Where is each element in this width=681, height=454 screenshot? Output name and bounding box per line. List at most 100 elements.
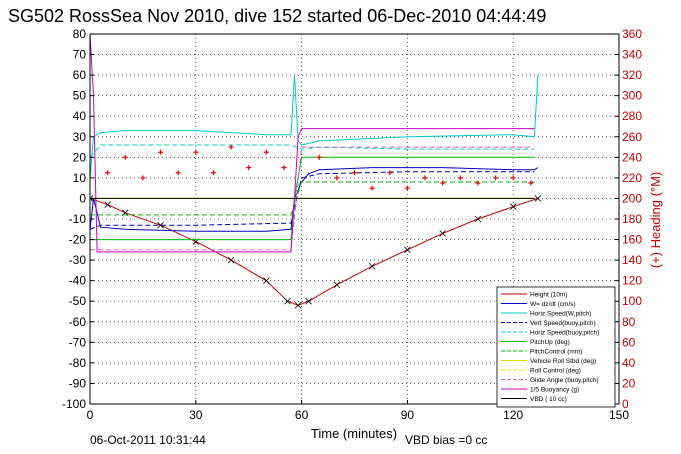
series-12-marker — [440, 180, 446, 186]
y-axis-left: 80 70 60 50 40 30 20 10 0 -10 -20 -30 -40 -50 -60 -70 -8… — [62, 27, 94, 411]
series-4-line — [90, 144, 535, 158]
series-12-marker — [175, 170, 181, 176]
footer-vbd-bias: VBD bias =0 cc — [405, 433, 487, 447]
series-12-marker — [510, 175, 516, 181]
series-0-marker — [227, 256, 235, 264]
y2-tick-label: 240 — [622, 150, 642, 164]
y-tick-label: -80 — [69, 356, 87, 370]
legend-entry: W= dz/dt (cm/s) — [530, 301, 576, 308]
x-tick-label: 90 — [401, 408, 415, 422]
series-12-marker — [475, 180, 481, 186]
y-tick-label: 50 — [73, 89, 87, 103]
series-12-marker — [246, 165, 252, 171]
y2-tick-label: 320 — [622, 68, 642, 82]
y2-tick-label: 200 — [622, 191, 642, 205]
series-0-marker — [368, 262, 376, 270]
series-0-marker — [439, 230, 446, 237]
x-axis-label: Time (minutes) — [311, 426, 397, 441]
legend-entry: Vehicle Roll Stbd (deg) — [530, 358, 596, 365]
legend-entry: Roll Control (deg) — [530, 367, 581, 374]
y2-tick-label: 20 — [622, 376, 636, 390]
y2-axis-label: (+) Heading (°M) — [648, 172, 663, 269]
series-12-marker — [457, 175, 463, 181]
y2-tick-label: 220 — [622, 171, 642, 185]
y-tick-label: 20 — [73, 150, 87, 164]
y-tick-label: -10 — [69, 212, 87, 226]
x-axis: 0 30 60 90 120 150 — [87, 400, 629, 422]
y2-tick-label: 120 — [622, 274, 642, 288]
y2-tick-label: 40 — [622, 356, 636, 370]
series-12-marker — [281, 165, 287, 171]
chart-title: SG502 RossSea Nov 2010, dive 152 started… — [8, 6, 546, 26]
series-0-marker — [404, 246, 411, 254]
series-12-marker — [228, 144, 234, 150]
y-tick-label: -50 — [69, 294, 87, 308]
series-2-line — [90, 75, 539, 178]
series-12-marker — [158, 149, 164, 155]
y-tick-label: 0 — [79, 191, 86, 205]
series-12-marker — [369, 185, 375, 191]
legend-entry: VBD ( 10 cc) — [530, 396, 567, 403]
series-0-marker — [157, 221, 164, 229]
series-12-marker — [493, 175, 499, 181]
series-12-marker — [404, 185, 410, 191]
legend: Height (10m) W= dz/dt (cm/s) Horiz Speed(W… — [496, 286, 616, 408]
series-0-marker — [263, 277, 270, 284]
y2-tick-label: 300 — [622, 89, 642, 103]
series-12-marker — [528, 180, 534, 186]
legend-box — [496, 286, 616, 408]
y2-tick-label: 160 — [622, 233, 642, 247]
series-12-marker — [263, 149, 269, 155]
y2-tick-label: 340 — [622, 48, 642, 62]
x-tick-label: 60 — [295, 408, 309, 422]
series-0-marker — [474, 215, 482, 223]
y2-tick-label: 260 — [622, 130, 642, 144]
y-tick-label: -30 — [69, 253, 87, 267]
y-tick-label: 10 — [73, 171, 87, 185]
y2-tick-label: 0 — [622, 397, 629, 411]
series-1-line — [90, 167, 539, 232]
legend-entry: Height (10m) — [530, 291, 568, 298]
y-tick-label: 70 — [73, 48, 87, 62]
series-12-marker — [193, 149, 199, 155]
series-12-marker — [316, 154, 322, 160]
series-0-marker — [333, 281, 341, 289]
y-tick-label: -60 — [69, 315, 87, 329]
series-12-marker — [140, 175, 146, 181]
legend-entry: Horiz Speed(buoy,pitch) — [530, 329, 599, 336]
y-tick-label: -100 — [62, 397, 86, 411]
series-0-marker — [284, 297, 291, 305]
series-0-marker — [104, 201, 111, 208]
y-tick-label: 30 — [73, 130, 87, 144]
series-12-marker — [210, 170, 216, 176]
y-tick-label: -90 — [69, 376, 87, 390]
series-0-marker — [90, 195, 94, 202]
legend-entry: 1/5 Buoyancy (g) — [530, 386, 579, 393]
legend-entry: Glide Angle (buoy,pitch) — [530, 377, 599, 384]
x-tick-label: 150 — [609, 408, 629, 422]
series-layer — [90, 34, 542, 309]
y2-tick-label: 140 — [622, 253, 642, 267]
y-tick-label: 60 — [73, 68, 87, 82]
series-6-line — [90, 181, 535, 216]
series-12-marker — [352, 170, 357, 176]
y2-tick-label: 180 — [622, 212, 642, 226]
series-0-marker — [534, 195, 542, 202]
x-tick-label: 0 — [87, 408, 94, 422]
legend-entry: Vert Speed(buoy,pitch) — [530, 320, 596, 327]
y-tick-label: -40 — [69, 274, 87, 288]
y2-tick-label: 100 — [622, 294, 642, 308]
footer-timestamp: 06-Oct-2011 10:31:44 — [90, 433, 206, 447]
series-12-marker — [122, 154, 128, 160]
y2-tick-label: 80 — [622, 315, 636, 329]
x-tick-label: 30 — [189, 408, 203, 422]
legend-entry: PitchUp (deg) — [530, 339, 570, 346]
legend-entry: PitchControl (mm) — [530, 348, 582, 355]
series-0-marker — [294, 302, 302, 309]
legend-entry: Horiz Speed(W,pitch) — [530, 310, 591, 317]
series-0-marker — [305, 297, 312, 305]
series-12-marker — [105, 170, 111, 176]
y-axis-right: 3603403203002802602402202001801601401201… — [615, 27, 642, 411]
